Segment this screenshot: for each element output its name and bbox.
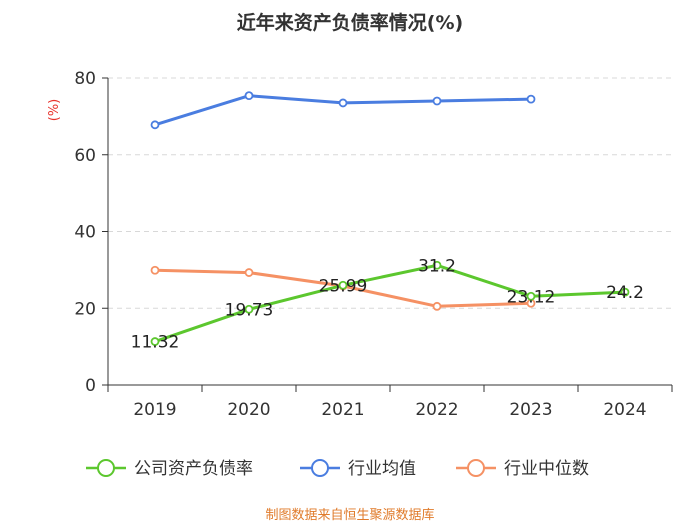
x-tick-label: 2019 [133, 400, 176, 420]
data-label: 31.2 [418, 256, 456, 276]
y-tick-label: 40 [74, 223, 96, 243]
data-point [526, 94, 536, 104]
legend-label: 公司资产负债率 [134, 459, 253, 479]
y-tick-label: 60 [74, 146, 96, 166]
data-label: 24.2 [606, 283, 644, 303]
legend-swatch-marker [467, 459, 485, 477]
series-layer [150, 91, 630, 346]
x-tick-label: 2021 [321, 400, 364, 420]
data-point [338, 280, 348, 290]
x-tick-label: 2023 [509, 400, 552, 420]
data-point [432, 260, 442, 270]
x-tick-label: 2024 [603, 400, 646, 420]
legend-label: 行业均值 [348, 459, 416, 479]
data-point [150, 337, 160, 346]
legend-item-1[interactable]: 行业均值 [300, 459, 416, 479]
data-label-layer: 11.32 19.73 25.99 31.2 23.12 24.2 [131, 256, 644, 352]
x-tick-label: 2022 [415, 400, 458, 420]
legend[interactable]: 公司资产负债率 行业均值 行业中位数 [86, 459, 589, 479]
legend-swatch-marker [311, 459, 329, 477]
x-tick-label: 2020 [227, 400, 270, 420]
data-point [338, 98, 348, 108]
legend-label: 行业中位数 [504, 459, 589, 479]
data-point [150, 265, 160, 275]
data-point [620, 287, 630, 297]
y-axis-label: (%) [47, 99, 62, 122]
data-point [526, 291, 536, 301]
y-tick-label: 0 [85, 376, 96, 396]
data-point [244, 304, 254, 314]
series-line-0 [154, 263, 626, 344]
axis-layer: 0 20 40 60 80 2019 2020 2021 2022 2023 2024 [74, 69, 673, 420]
grid-layer [108, 77, 672, 309]
legend-swatch-marker [97, 459, 115, 477]
data-point [432, 96, 442, 106]
data-label: 19.73 [225, 300, 274, 320]
legend-item-2[interactable]: 行业中位数 [456, 459, 589, 479]
data-label: 23.12 [507, 287, 556, 307]
y-tick-label: 20 [74, 299, 96, 319]
legend-item-0[interactable]: 公司资产负债率 [86, 459, 253, 479]
data-point [150, 120, 160, 130]
data-point [244, 268, 254, 277]
y-tick-label: 80 [74, 69, 96, 89]
source-note: 制图数据来自恒生聚源数据库 [265, 507, 434, 523]
data-label: 25.99 [319, 276, 368, 296]
chart-title: 近年来资产负债率情况(%) [237, 11, 463, 34]
data-point [432, 301, 442, 311]
data-point [244, 91, 254, 101]
data-label: 11.32 [131, 333, 180, 353]
